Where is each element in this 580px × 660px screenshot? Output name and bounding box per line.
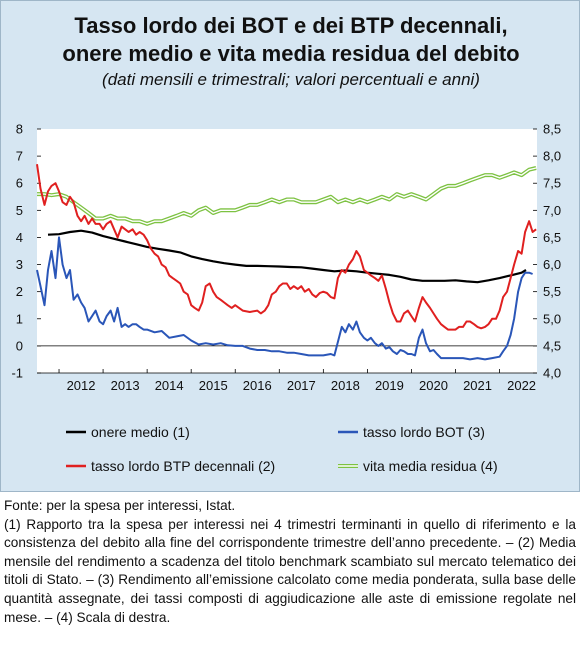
line-chart: -1 0 1 2 3 4 5 6 7 8 4,0 4,5 5,0 5,5 6,0 6,5 7,0 7,5 8,0 8,… [11,122,561,475]
left-tick-label: 5 [16,203,23,218]
series-line-vita-media-inner [37,167,537,225]
left-tick-label: 3 [16,257,23,272]
x-tick-label: 2020 [419,378,448,393]
series-line-2 [36,164,537,331]
x-tick-label: 2014 [155,378,184,393]
right-tick-label: 4,0 [543,366,561,381]
x-tick-label: 2022 [507,378,536,393]
right-tick-label: 8,0 [543,149,561,164]
x-tick-label: 2021 [463,378,492,393]
left-tick-label: -1 [11,366,23,381]
chart-title-line1: Tasso lordo dei BOT e dei BTP decennali, [74,13,508,38]
legend-label: tasso lordo BTP decennali (2) [91,458,275,474]
series-line-0 [47,229,527,284]
left-tick-label: 0 [16,338,23,353]
right-tick-label: 7,5 [543,176,561,191]
left-tick-label: 6 [16,176,23,191]
legend-label: vita media residua (4) [363,458,498,474]
right-tick-label: 6,0 [543,257,561,272]
x-tick-label: 2013 [111,378,140,393]
chart-panel: Tasso lordo dei BOT e dei BTP decennali,… [0,0,580,492]
left-tick-label: 7 [16,149,23,164]
x-tick-label: 2012 [67,378,96,393]
plot-area [37,129,537,373]
right-tick-label: 6,5 [543,230,561,245]
right-tick-label: 8,5 [543,122,561,137]
left-tick-label: 4 [16,230,23,245]
x-tick-label: 2017 [287,378,316,393]
legend-label: tasso lordo BOT (3) [363,424,485,440]
left-tick-label: 8 [16,122,23,137]
right-tick-label: 5,5 [543,284,561,299]
footnote-definitions: (1) Rapporto tra la spesa per interessi … [4,516,576,625]
legend-label: onere medio (1) [91,424,190,440]
right-tick-label: 4,5 [543,338,561,353]
footnotes: Fonte: per la spesa per interessi, Istat… [4,497,576,627]
x-tick-label: 2019 [375,378,404,393]
footnote-source: Fonte: per la spesa per interessi, Istat… [4,498,236,513]
right-tick-label: 5,0 [543,311,561,326]
chart-subtitle: (dati mensili e trimestrali; valori perc… [102,70,480,89]
series-line-1 [36,236,533,361]
x-tick-label: 2018 [331,378,360,393]
x-tick-label: 2016 [243,378,272,393]
left-tick-label: 1 [16,311,23,326]
chart-title-line2: onere medio e vita media residua del deb… [62,41,520,66]
left-tick-label: 2 [16,284,23,299]
right-tick-label: 7,0 [543,203,561,218]
x-tick-label: 2015 [199,378,228,393]
